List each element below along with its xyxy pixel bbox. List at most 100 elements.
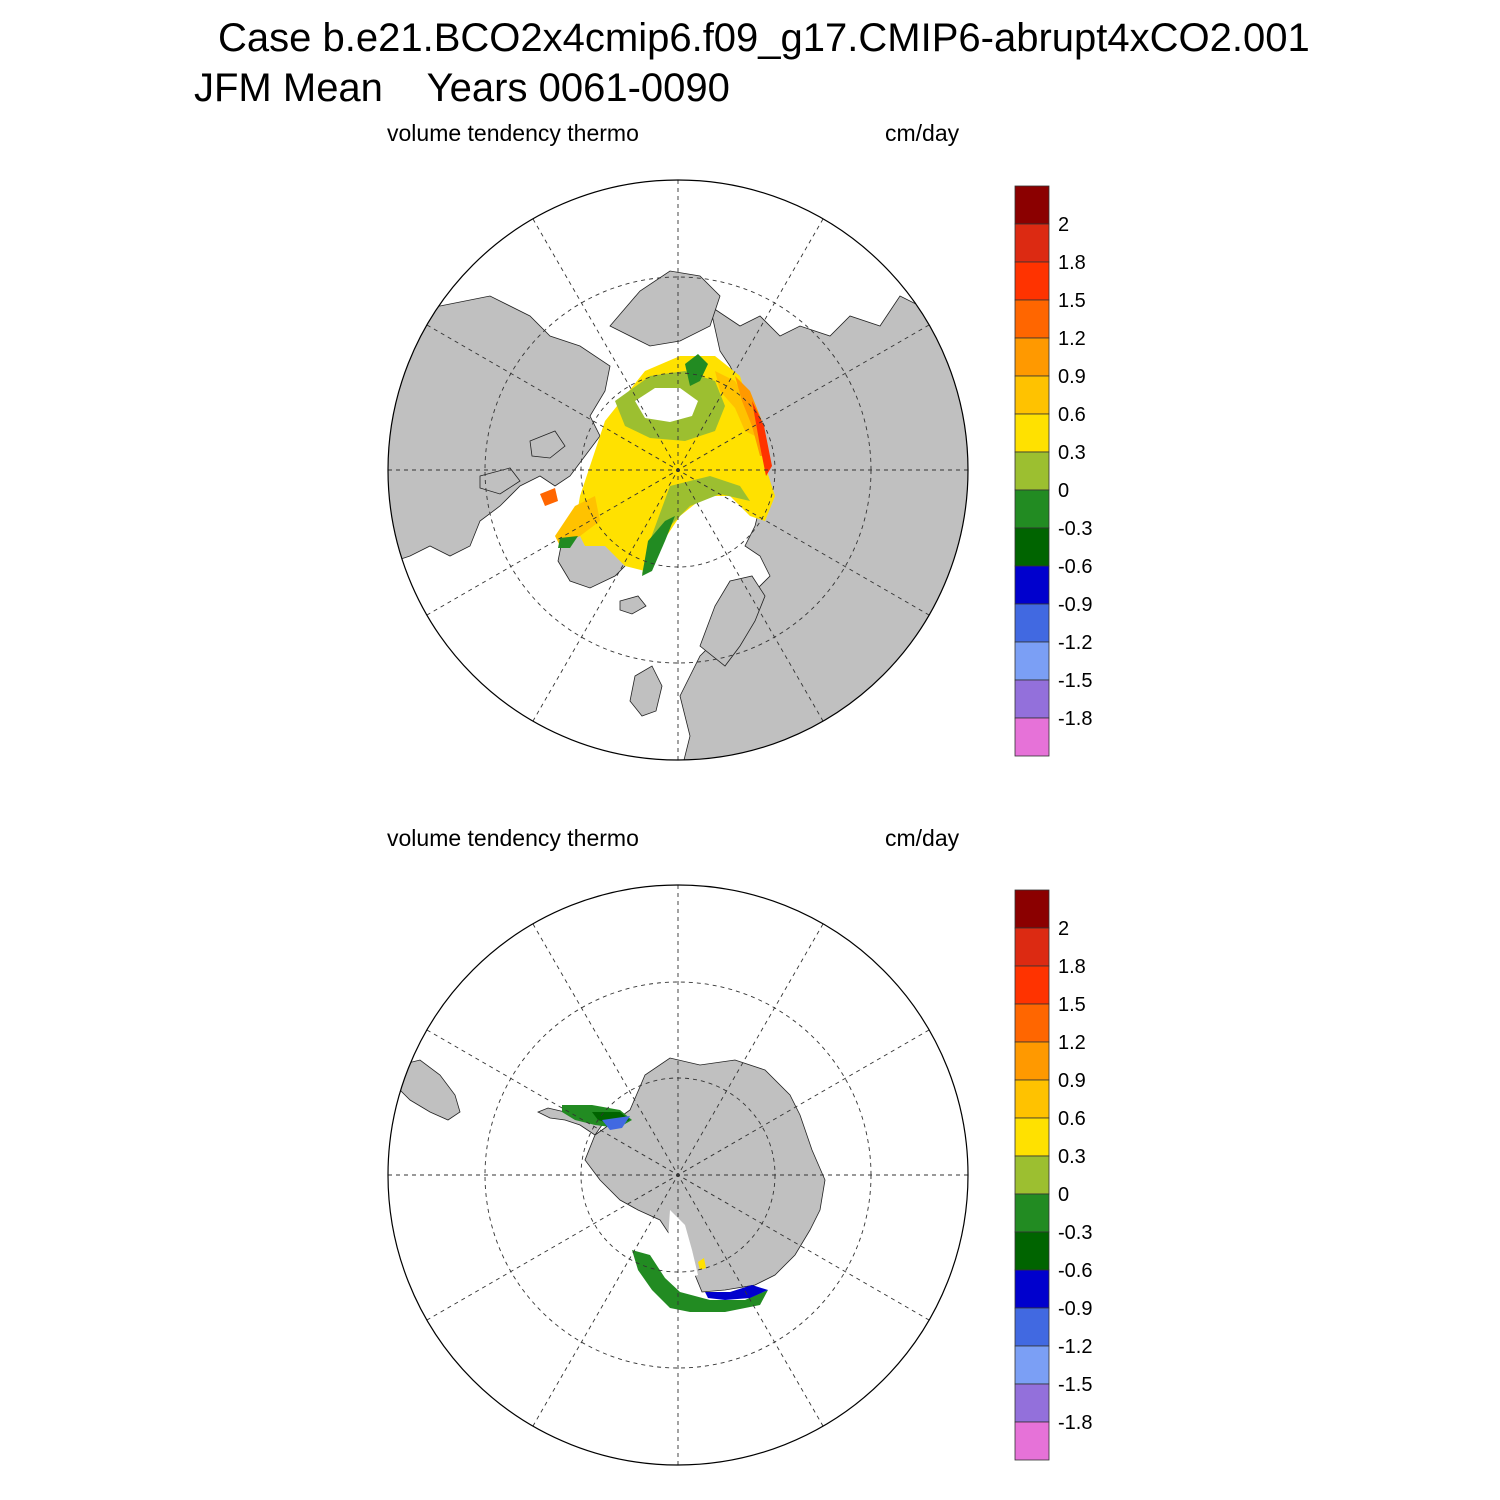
antarctic-colorbar-label: 0.9 [1058,1070,1086,1092]
polar-hole [635,388,698,422]
antarctic-colorbar-box [1014,1383,1050,1423]
ice-tendency-neg0.3-region [558,536,578,548]
antarctic-colorbar-box [1014,927,1050,967]
antarctic-colorbar-box [1014,1193,1050,1233]
period-title: JFM Mean Years 0061-0090 [194,66,730,110]
antarctic-colorbar-label: 0.6 [1058,1108,1086,1130]
arctic-colorbar-label: 1.5 [1058,290,1086,312]
antarctic-colorbar-box [1014,889,1050,929]
antarctic-colorbar-label: 0 [1058,1184,1069,1206]
arctic-colorbar-label: 1.2 [1058,328,1086,350]
antarctic-colorbar-label: 1.5 [1058,994,1086,1016]
arctic-colorbar-label: -0.6 [1058,556,1092,578]
arctic-colorbar-label: 0 [1058,480,1069,502]
arctic-sea-ice-field [540,354,775,576]
arctic-colorbar-box [1014,223,1050,263]
arctic-colorbar-box [1014,299,1050,339]
arctic-graticule [388,180,968,760]
antarctic-map-border [387,884,969,1466]
antarctic-polar-map [387,884,969,1466]
arctic-colorbar-box [1014,565,1050,605]
arctic-colorbar-label: -1.2 [1058,632,1092,654]
arctic-island [479,467,521,495]
iceland-landmass [619,595,647,615]
antarctic-colorbar-box [1014,1079,1050,1119]
antarctic-colorbar-box [1014,1231,1050,1271]
antarctic-colorbar-label: -0.6 [1058,1260,1092,1282]
arctic-colorbar-label: 1.8 [1058,252,1086,274]
antarctic-colorbar-label: 0.3 [1058,1146,1086,1168]
arctic-colorbar-box [1014,717,1050,757]
british-isles-landmass [629,665,663,717]
antarctic-units-label: cm/day [885,825,960,851]
arctic-units-label: cm/day [885,120,960,146]
arctic-colorbar-box [1014,337,1050,377]
antarctic-colorbar-box [1014,1307,1050,1347]
ice-tendency-neg0.3-region [632,1250,768,1312]
antarctic-colorbar-boxes [1014,889,1050,1461]
arctic-colorbar-box [1014,679,1050,719]
scandinavia-landmass [699,575,766,667]
arctic-colorbar-box [1014,527,1050,567]
arctic-colorbar-box [1014,641,1050,681]
arctic-colorbar-box [1014,489,1050,529]
ice-tendency-neg0.3-region [642,516,675,576]
arctic-colorbar-box [1014,451,1050,491]
arctic-colorbar-box [1014,413,1050,453]
antarctic-colorbar-box [1014,1041,1050,1081]
ice-tendency-neg1.2-region [602,1116,630,1130]
antarctic-variable-label: volume tendency thermo [387,825,639,851]
arctic-colorbar-box [1014,603,1050,643]
arctic-colorbar-label: 2 [1058,214,1069,236]
antarctic-colorbar-labels: 2 1.8 1.5 1.2 0.9 0.6 0.3 0 -0.3 -0.6 -0.9 -1.2 -1.5… [1058,918,1092,1434]
antarctic-colorbar-box [1014,1345,1050,1385]
antarctic-colorbar-box [1014,1003,1050,1043]
south-america-tip [394,1059,461,1121]
arctic-variable-label: volume tendency thermo [387,120,639,146]
antarctic-colorbar-label: -0.3 [1058,1222,1092,1244]
arctic-colorbar: 2 1.8 1.5 1.2 0.9 0.6 0.3 0 -0.3 -0.6 -0.9 -1.2 -1.5… [1014,185,1092,757]
arctic-colorbar-label: -1.8 [1058,708,1092,730]
arctic-island [529,430,566,459]
arctic-colorbar-boxes [1014,185,1050,757]
ice-tendency-neg0.9-region [705,1285,768,1300]
arctic-colorbar-box [1014,185,1050,225]
arctic-colorbar-label: 0.6 [1058,404,1086,426]
ice-tendency-neg0.3-region [685,354,708,386]
antarctic-colorbar-label: 1.8 [1058,956,1086,978]
arctic-colorbar-label: 0.9 [1058,366,1086,388]
antarctic-colorbar-label: -1.8 [1058,1412,1092,1434]
arctic-colorbar-box [1014,375,1050,415]
antarctic-land [394,1057,826,1293]
north-america-landmass [388,295,611,567]
ice-tendency-1.5-region [752,401,772,476]
arctic-colorbar-label: -0.9 [1058,594,1092,616]
arctic-colorbar-labels: 2 1.8 1.5 1.2 0.9 0.6 0.3 0 -0.3 -0.6 -0.9 -1.2 -1.5… [1058,214,1092,730]
arctic-colorbar-label: -0.3 [1058,518,1092,540]
antarctic-colorbar-label: -0.9 [1058,1298,1092,1320]
case-title: Case b.e21.BCO2x4cmip6.f09_g17.CMIP6-abr… [218,16,1310,60]
ice-tendency-0-region [642,476,750,574]
arctic-polar-map [387,179,969,761]
antarctic-colorbar-label: -1.5 [1058,1374,1092,1396]
ice-tendency-0.6-region [715,371,755,436]
antarctic-colorbar-box [1014,1269,1050,1309]
arctic-colorbar-label: -1.5 [1058,670,1092,692]
antarctic-colorbar-label: 1.2 [1058,1032,1086,1054]
bering-region-landmass [609,270,721,347]
antarctic-colorbar-box [1014,1117,1050,1157]
antarctic-sea-ice-field [562,1105,768,1312]
arctic-colorbar-label: 0.3 [1058,442,1086,464]
antarctic-colorbar: 2 1.8 1.5 1.2 0.9 0.6 0.3 0 -0.3 -0.6 -0.9 -1.2 -1.5… [1014,889,1092,1461]
antarctic-colorbar-label: 2 [1058,918,1069,940]
antarctic-colorbar-box [1014,965,1050,1005]
antarctic-graticule [388,885,968,1465]
antarctic-colorbar-label: -1.2 [1058,1336,1092,1358]
ross-ice-shelf [668,1210,698,1278]
arctic-colorbar-box [1014,261,1050,301]
antarctica-landmass [584,1057,826,1293]
ice-tendency-1.2-region [540,488,558,506]
antarctic-colorbar-box [1014,1421,1050,1461]
antarctic-colorbar-box [1014,1155,1050,1195]
arctic-map-border [387,179,969,761]
